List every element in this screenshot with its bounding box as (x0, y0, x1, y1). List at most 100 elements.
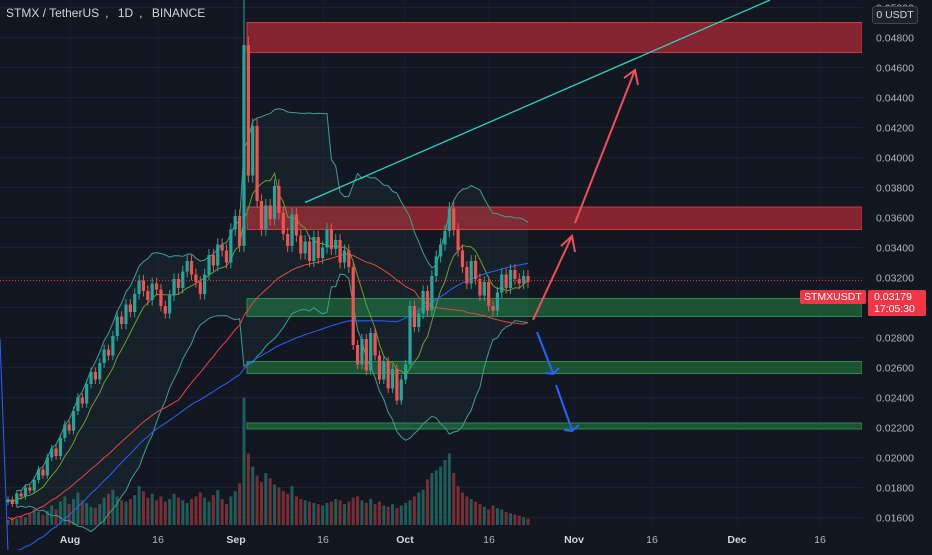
volume-bar (478, 504, 482, 525)
y-tick-label: 0.01800 (876, 483, 914, 495)
volume-bar (268, 478, 272, 525)
candle-body (478, 279, 482, 296)
candle-body (168, 295, 172, 314)
candle-body (141, 280, 146, 291)
candle-body (373, 333, 377, 356)
volume-bar (124, 501, 128, 525)
support-zone (246, 422, 863, 430)
volume-bar (220, 499, 224, 525)
x-tick-label: 16 (814, 534, 826, 546)
candle-body (71, 411, 76, 431)
volume-bar (185, 502, 189, 525)
candle-body (329, 229, 333, 249)
candle-body (504, 274, 508, 288)
volume-bar (395, 508, 399, 525)
candle-body (115, 316, 119, 336)
candle-body (342, 250, 347, 263)
candle-body (299, 235, 303, 254)
candle-body (369, 333, 373, 371)
volume-bar (233, 491, 237, 525)
candle-body (32, 480, 36, 491)
candle-body (417, 313, 421, 327)
candle-body (220, 244, 224, 251)
volume-bar (28, 513, 32, 525)
volume-bar (251, 466, 255, 525)
volume-bar (107, 493, 111, 525)
volume-bar (434, 470, 438, 525)
interval-label[interactable]: 1D (117, 6, 134, 20)
candle-body (172, 279, 176, 296)
volume-bar (299, 499, 303, 525)
volume-bar (334, 499, 338, 525)
y-tick-label: 0.03800 (876, 183, 914, 195)
volume-bar (356, 496, 360, 525)
volume-bar (63, 496, 67, 525)
candle-body (399, 379, 403, 401)
x-tick-label: 16 (646, 534, 658, 546)
candle-body (456, 229, 460, 251)
volume-bar (474, 501, 478, 525)
volume-bar (369, 499, 373, 525)
volume-bar (338, 500, 342, 525)
volume-bar (37, 512, 41, 525)
candle-body (224, 250, 229, 263)
arrow-down-2 (555, 384, 573, 431)
candle-body (469, 261, 473, 284)
volume-bar (439, 466, 443, 525)
bollinger-upper (16, 108, 529, 492)
candle-body (290, 214, 294, 246)
volume-bar (133, 495, 137, 525)
candle-body (106, 349, 111, 356)
volume-bar (10, 517, 14, 525)
volume-bar (176, 497, 180, 525)
symbol-name[interactable]: STMX / TetherUS (6, 6, 100, 20)
y-tick-label: 0.04200 (876, 123, 914, 135)
candle-body (237, 216, 242, 246)
candle-body (133, 294, 137, 312)
volume-bar (281, 491, 285, 525)
volume-bar (347, 501, 351, 525)
y-tick-label: 0.04600 (876, 63, 914, 75)
candle-body (355, 345, 360, 365)
currency-button[interactable]: 0 USDT (872, 6, 918, 24)
volume-bar (98, 504, 102, 525)
volume-bar (224, 504, 228, 525)
candle-body (286, 234, 290, 246)
volume-bar (168, 499, 172, 525)
y-tick-label: 0.02000 (876, 453, 914, 465)
candle-body (80, 397, 84, 404)
arrow-up-2 (574, 69, 636, 224)
arrow-down-2-head (563, 424, 580, 433)
candle-body (41, 469, 45, 476)
annotations (0, 0, 862, 433)
volume-bar (155, 500, 159, 525)
candle-body (259, 201, 264, 230)
volume-bar (421, 489, 425, 525)
volume-bar (45, 510, 49, 525)
volume-bar (312, 502, 316, 525)
y-tick-label: 0.03400 (876, 243, 914, 255)
volume-bar (325, 502, 329, 525)
volume-bar (513, 514, 517, 525)
candle-body (347, 250, 351, 267)
candle-body (98, 363, 102, 380)
candle-body (316, 237, 320, 258)
candle-body (185, 261, 189, 272)
volume-bar (364, 502, 368, 525)
candle-body (36, 469, 41, 480)
volume-bar (229, 496, 233, 525)
volume-bar (351, 497, 355, 525)
candle-body (517, 279, 521, 284)
arrow-up-1-head (560, 234, 576, 253)
candle-body (268, 205, 272, 219)
candle-body (272, 186, 277, 219)
volume-bar (456, 486, 460, 525)
candle-body (294, 214, 299, 236)
volume-bar (277, 487, 281, 525)
candle-body (351, 267, 355, 345)
volume-bar (329, 501, 333, 525)
volume-bar (443, 460, 447, 525)
candle-body (421, 291, 425, 314)
